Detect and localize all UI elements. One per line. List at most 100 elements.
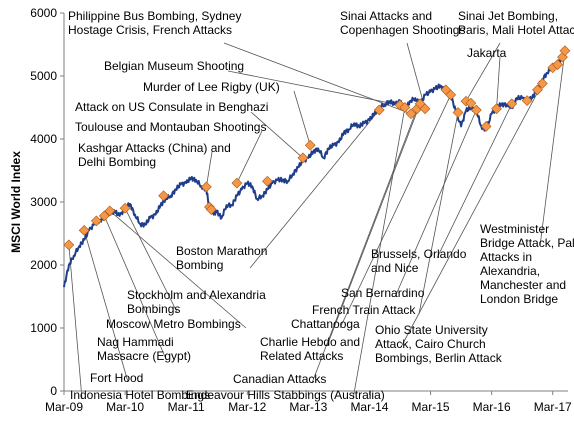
annotation-label: Canadian Attacks xyxy=(233,372,326,386)
annotation-leader xyxy=(326,103,421,347)
y-tick-label: 3000 xyxy=(30,195,57,209)
annotation-line: Jakarta xyxy=(467,46,507,60)
annotation-leader xyxy=(103,215,167,360)
annotation-leader xyxy=(124,208,178,313)
annotation-line: Brussels, Orlando xyxy=(371,247,467,261)
annotation-line: Belgian Museum Shooting xyxy=(104,59,244,73)
y-ticks: 0 1000 2000 3000 4000 5000 6000 xyxy=(30,6,64,398)
event-marker xyxy=(91,215,102,227)
annotation-line: Boston Marathon xyxy=(176,244,267,258)
event-marker xyxy=(405,108,417,120)
annotation-line: Attack on US Consulate in Benghazi xyxy=(75,100,268,114)
annotation-label: Stockholm and Alexandria Bombings xyxy=(127,288,266,316)
annotation-line: Endeavour Hills Stabbings (Australia) xyxy=(186,388,385,402)
annotation-label: Sinai Jet Bombing, Paris, Mali Hotel Atta… xyxy=(458,9,574,37)
annotation-label: Charlie Hebdo and Related Attacks xyxy=(260,335,360,363)
annotation-leader xyxy=(339,94,452,329)
event-marker xyxy=(119,202,131,214)
annotation-leader xyxy=(68,244,83,400)
annotation-line: Moscow Metro Bombings xyxy=(106,317,241,331)
event-marker xyxy=(158,190,169,202)
event-marker xyxy=(480,121,492,132)
x-tick-label: Mar-16 xyxy=(473,400,511,414)
event-marker xyxy=(98,210,110,222)
annotation-leader xyxy=(394,109,477,298)
x-tick-label: Mar-14 xyxy=(350,400,388,414)
annotation-label: Endeavour Hills Stabbings (Australia) xyxy=(186,388,385,402)
annotation-line: Massacre (Egypt) xyxy=(97,349,191,363)
annotation-leader xyxy=(83,230,129,383)
annotation-label: Murder of Lee Rigby (UK) xyxy=(143,80,280,94)
annotation-leaders xyxy=(68,42,566,400)
event-marker xyxy=(452,107,464,118)
event-marker xyxy=(552,59,563,71)
annotation-leader xyxy=(400,83,543,348)
annotation-leader xyxy=(109,210,247,329)
annotation-line: Hostage Crisis, French Attacks xyxy=(68,23,232,37)
event-marker xyxy=(205,204,217,215)
event-marker xyxy=(78,224,90,236)
annotation-line: Copenhagen Shootings xyxy=(340,23,465,37)
x-tick-label: Mar-13 xyxy=(289,400,327,414)
event-marker xyxy=(399,102,411,113)
y-tick-label: 4000 xyxy=(30,132,57,146)
annotation-line: Attacks in xyxy=(480,250,532,264)
annotation-leader xyxy=(352,107,406,400)
event-marker xyxy=(297,152,309,164)
x-tick-label: Mar-17 xyxy=(534,400,572,414)
annotation-label: Sinai Attacks and Copenhagen Shootings xyxy=(340,9,465,37)
annotation-label: Toulouse and Montauban Shootings xyxy=(75,120,266,134)
x-tick-label: Mar-12 xyxy=(228,400,266,414)
annotation-line: Paris, Mali Hotel Attack xyxy=(458,23,574,37)
annotation-label: Jakarta xyxy=(467,46,507,60)
annotation-line: Delhi Bombing xyxy=(78,155,156,169)
x-tick-label: Mar-10 xyxy=(106,400,144,414)
annotation-line: Attack, Cairo Church xyxy=(375,337,486,351)
x-tick-label: Mar-09 xyxy=(45,400,83,414)
annotation-label: Nag Hammadi Massacre (Egypt) xyxy=(97,335,191,363)
event-marker xyxy=(63,239,75,251)
event-marker xyxy=(532,84,543,96)
annotation-leader xyxy=(249,109,380,269)
event-marker xyxy=(104,205,116,217)
annotation-line: Sinai Jet Bombing, xyxy=(458,9,558,23)
annotation-line: Nag Hammadi xyxy=(97,335,174,349)
event-marker xyxy=(506,98,518,110)
annotation-leader xyxy=(250,111,304,159)
y-tick-label: 5000 xyxy=(30,69,57,83)
annotation-line: London Bridge xyxy=(480,292,558,306)
event-marker xyxy=(521,95,533,106)
y-axis-title: MSCI World Index xyxy=(9,151,23,253)
annotation-line: San Bernardino xyxy=(341,286,425,300)
annotation-line: Kashgar Attacks (China) and xyxy=(78,141,231,155)
annotation-line: Charlie Hebdo and xyxy=(260,335,360,349)
annotation-line: French Train Attack xyxy=(312,303,416,317)
event-marker xyxy=(491,103,502,115)
annotation-label: Brussels, Orlando and Nice xyxy=(371,247,467,275)
annotation-line: Bridge Attack, Palm Sunday xyxy=(480,236,574,250)
annotation-label: San Bernardino xyxy=(341,286,425,300)
y-tick-label: 1000 xyxy=(30,321,57,335)
annotation-label: Boston Marathon Bombing xyxy=(176,244,267,272)
annotation-leader xyxy=(227,70,401,106)
y-tick-label: 6000 xyxy=(30,6,57,20)
annotation-line: Bombings, Berlin Attack xyxy=(375,351,503,365)
annotation-leader xyxy=(236,130,263,184)
annotation-label: Kashgar Attacks (China) and Delhi Bombing xyxy=(78,141,231,169)
annotation-leader xyxy=(496,56,501,109)
annotation-label: Attack on US Consulate in Benghazi xyxy=(75,100,268,114)
annotation-line: Manchester and xyxy=(480,278,566,292)
annotation-line: Related Attacks xyxy=(260,349,343,363)
annotation-line: Toulouse and Montauban Shootings xyxy=(75,120,266,134)
event-markers xyxy=(63,45,571,251)
annotation-line: Stockholm and Alexandria xyxy=(127,288,266,302)
annotation-line: Canadian Attacks xyxy=(233,372,326,386)
event-marker xyxy=(445,89,457,101)
annotation-leader xyxy=(539,50,566,247)
annotation-label: Ohio State University Attack, Cairo Churc… xyxy=(375,323,503,365)
x-tick-label: Mar-15 xyxy=(412,400,450,414)
annotation-line: Indonesia Hotel Bombings xyxy=(70,388,210,402)
event-marker xyxy=(536,78,548,89)
